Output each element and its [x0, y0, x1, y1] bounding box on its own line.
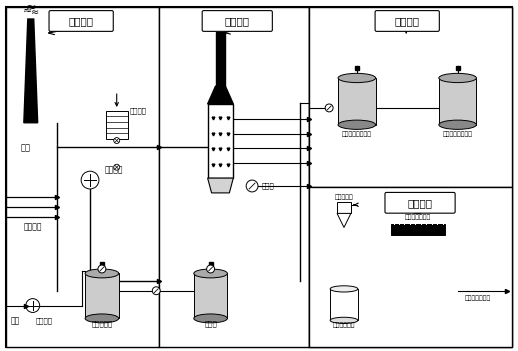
- Ellipse shape: [194, 314, 227, 323]
- Text: 烟气系统: 烟气系统: [69, 16, 94, 26]
- Text: 出石膏浆液配制箱: 出石膏浆液配制箱: [442, 132, 472, 137]
- Bar: [106, 111, 127, 139]
- FancyBboxPatch shape: [202, 11, 272, 31]
- Polygon shape: [215, 32, 225, 86]
- Circle shape: [114, 138, 120, 144]
- Circle shape: [98, 265, 106, 273]
- Text: 滤布冲洗水箱: 滤布冲洗水箱: [333, 323, 355, 328]
- Text: 增压风机: 增压风机: [105, 166, 123, 175]
- Text: ≈: ≈: [23, 6, 33, 16]
- Bar: [6, 7, 159, 347]
- Text: 石灰石浆液配制箱: 石灰石浆液配制箱: [342, 132, 372, 137]
- Circle shape: [26, 299, 40, 312]
- Polygon shape: [24, 19, 38, 123]
- Polygon shape: [337, 213, 351, 227]
- Bar: [85, 273, 119, 318]
- Ellipse shape: [85, 269, 119, 278]
- Bar: [391, 224, 445, 236]
- FancyBboxPatch shape: [49, 11, 113, 31]
- Text: ≈: ≈: [31, 7, 39, 17]
- Ellipse shape: [330, 317, 358, 324]
- Text: 锅炉烟气: 锅炉烟气: [23, 222, 42, 231]
- Bar: [439, 78, 477, 125]
- Text: 事故浆液箱: 事故浆液箱: [91, 320, 112, 327]
- Bar: [338, 78, 376, 125]
- Circle shape: [207, 265, 214, 273]
- Text: 石膏旋流器: 石膏旋流器: [335, 194, 353, 200]
- Text: 配浆系统: 配浆系统: [395, 16, 420, 26]
- Text: 吸收系统: 吸收系统: [225, 16, 250, 26]
- Text: 炉道: 炉道: [21, 143, 31, 152]
- Circle shape: [81, 171, 99, 189]
- Ellipse shape: [439, 120, 477, 130]
- Bar: [309, 7, 512, 347]
- Text: 蓄积泵: 蓄积泵: [262, 183, 275, 189]
- Ellipse shape: [194, 269, 227, 278]
- Ellipse shape: [85, 314, 119, 323]
- FancyBboxPatch shape: [385, 192, 455, 213]
- Bar: [309, 7, 512, 187]
- Bar: [159, 7, 309, 347]
- Circle shape: [325, 104, 333, 112]
- Bar: [330, 289, 358, 320]
- Text: 循环槽: 循环槽: [204, 320, 217, 327]
- Circle shape: [246, 180, 258, 192]
- Bar: [194, 273, 227, 318]
- Circle shape: [114, 164, 120, 170]
- Polygon shape: [208, 86, 233, 104]
- Ellipse shape: [439, 73, 477, 82]
- Bar: [337, 202, 351, 213]
- FancyBboxPatch shape: [375, 11, 439, 31]
- Text: 氧化风机: 氧化风机: [36, 317, 53, 324]
- Text: 真空皮带脱水机: 真空皮带脱水机: [405, 215, 431, 220]
- Text: 空气: 空气: [10, 316, 20, 325]
- Bar: [309, 187, 512, 347]
- Ellipse shape: [330, 286, 358, 292]
- Text: 废液水处理系统: 废液水处理系统: [464, 296, 491, 302]
- Text: 脱水系统: 脱水系统: [408, 198, 433, 208]
- Text: 工艺水箱: 工艺水箱: [130, 108, 147, 114]
- Ellipse shape: [338, 73, 376, 82]
- Polygon shape: [208, 178, 233, 193]
- Text: ≈: ≈: [25, 1, 36, 14]
- Ellipse shape: [338, 120, 376, 130]
- Circle shape: [152, 287, 160, 295]
- Bar: [208, 104, 233, 178]
